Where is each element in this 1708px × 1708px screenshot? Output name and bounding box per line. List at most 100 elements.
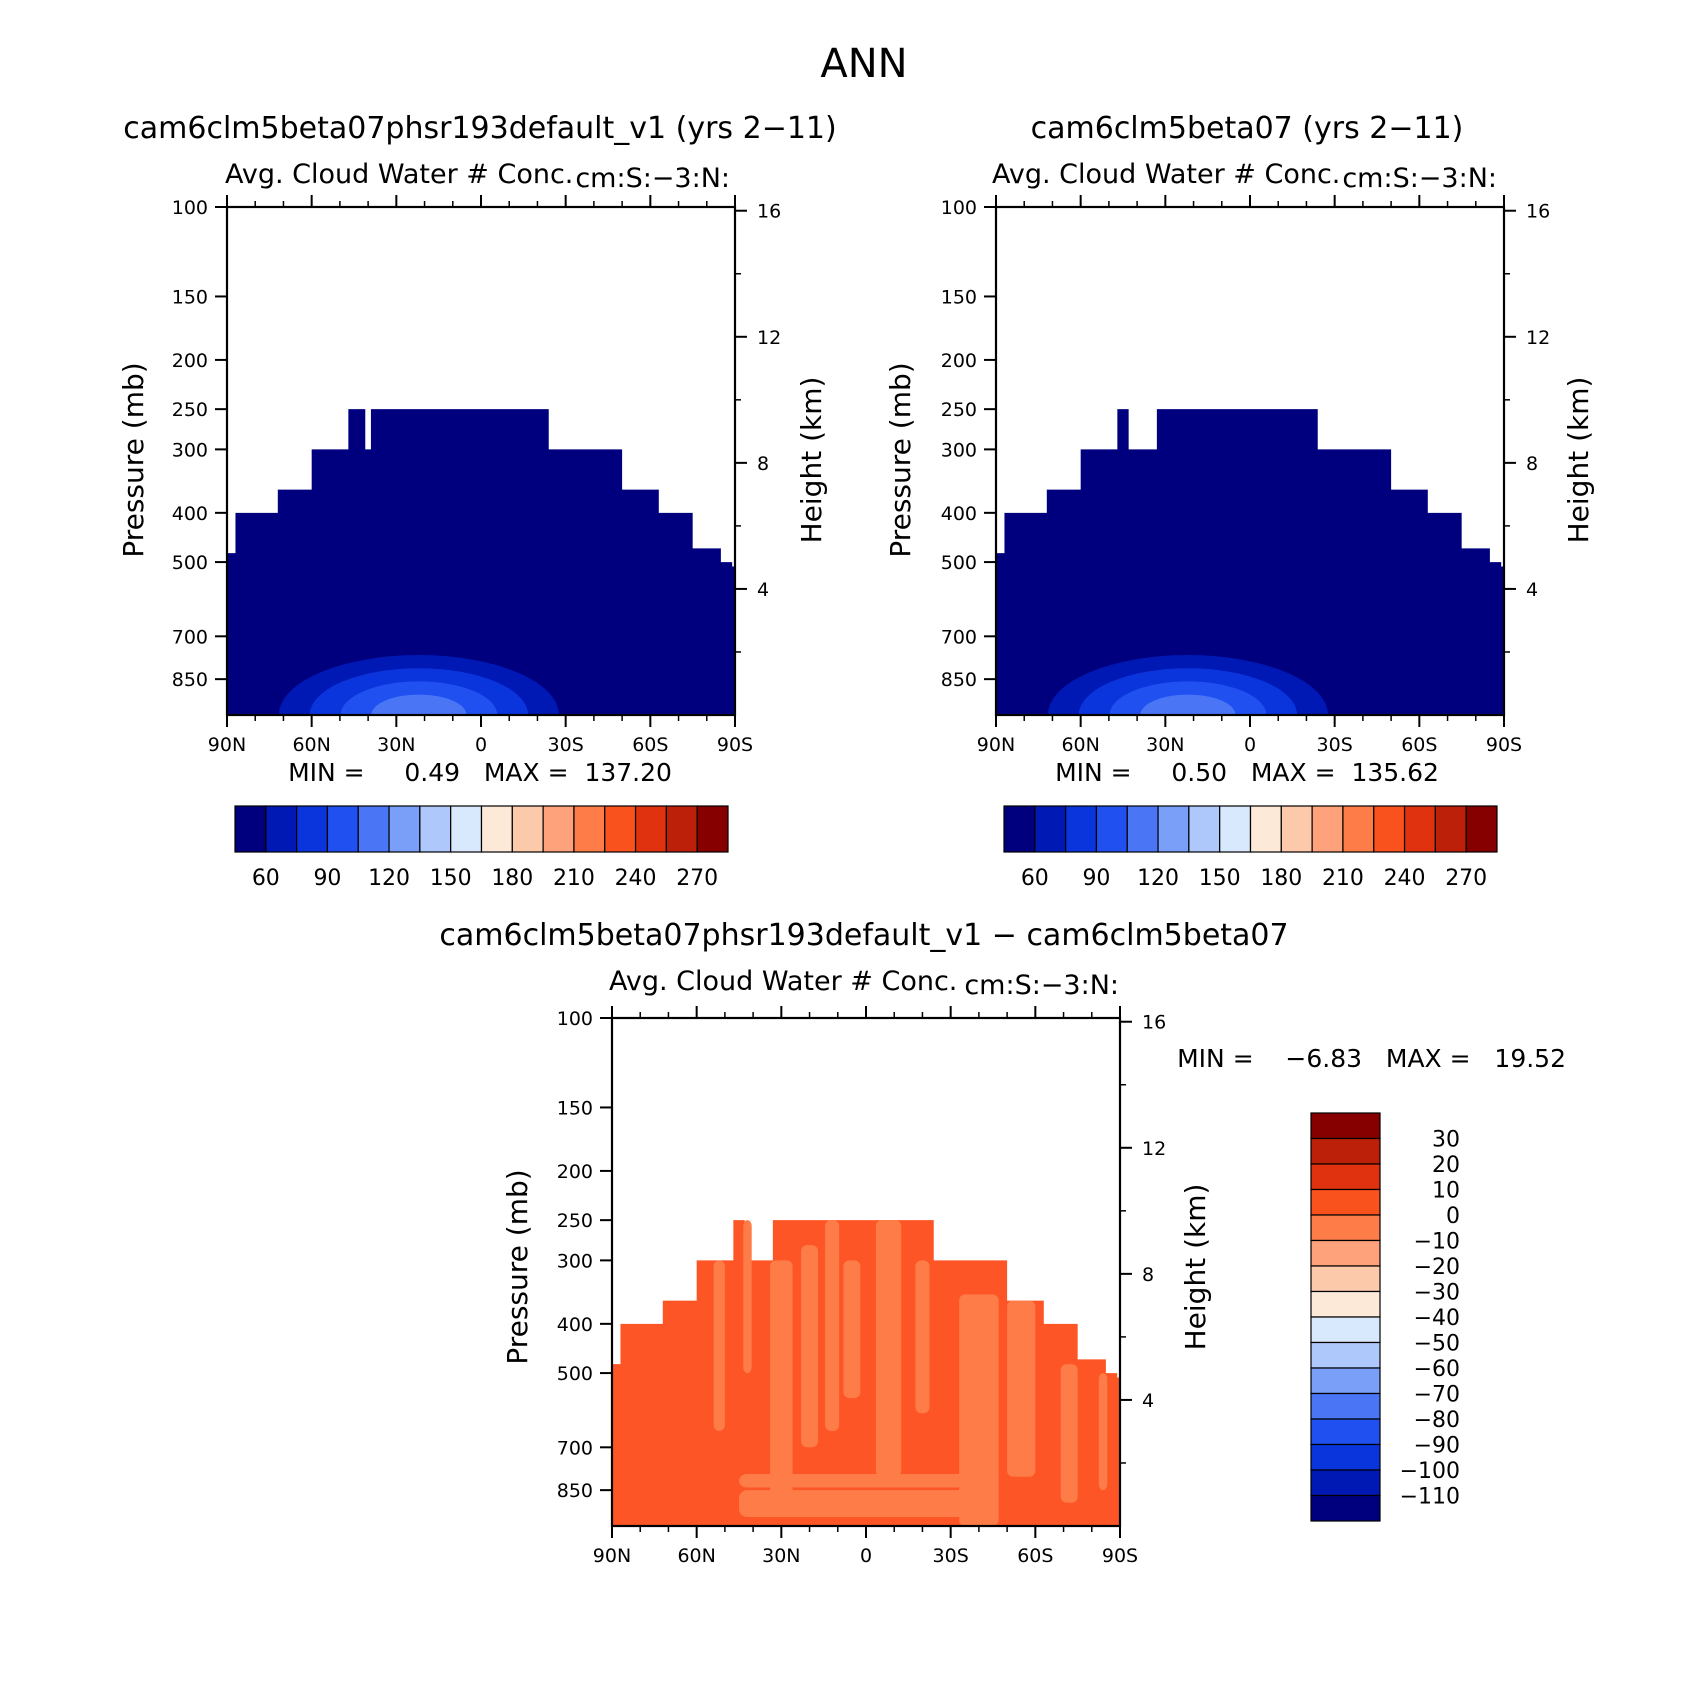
x-tick-label: 0 [1244,734,1256,756]
colorbar-label: 120 [1137,866,1179,891]
panel-subtitle: Avg. Cloud Water # Conc. [992,159,1340,190]
y-tick-label: 850 [941,669,977,691]
colorbar-swatch [665,805,698,853]
y-tick-label: 400 [941,503,977,525]
colorbar-label: −20 [1414,1255,1460,1280]
colorbar-swatch [1280,805,1313,853]
y-tick-label: 200 [941,350,977,372]
y2-tick-label: 4 [757,579,769,601]
y-tick-label: 850 [172,669,208,691]
panel-model-b: cam6clm5beta07 (yrs 2−11) Avg. Cloud Wat… [884,111,1595,787]
diff-contour-patch [915,1260,930,1414]
y-tick-label: 300 [172,439,208,461]
y2-tick-label: 4 [1142,1390,1154,1412]
colorbar-swatch [1095,805,1128,853]
colorbar-swatch [1310,1112,1381,1140]
page-title: ANN [820,41,907,87]
colorbar-swatch [1310,1316,1381,1344]
colorbar-label: 180 [1260,866,1302,891]
y-axis-label: Pressure (mb) [884,362,917,557]
diff-contour-patch [770,1260,793,1503]
colorbar-swatch [1310,1418,1381,1446]
data-field [227,409,735,715]
colorbar-label: 90 [313,866,341,891]
y2-tick-label: 12 [757,327,781,349]
x-tick-label: 60S [632,734,668,756]
panel-title: cam6clm5beta07phsr193default_v1 − cam6cl… [439,918,1288,953]
y-tick-label: 200 [172,350,208,372]
colorbar-swatch [573,805,606,853]
panel-model-a: cam6clm5beta07phsr193default_v1 (yrs 2−1… [117,111,837,787]
diff-contour-patch [959,1294,999,1526]
colorbar-swatch [1342,805,1375,853]
diff-contour-patch [739,1490,979,1517]
y-tick-label: 500 [557,1363,593,1385]
y-axis-label: Pressure (mb) [117,362,150,557]
colorbar-swatch [1310,1265,1381,1293]
diff-contour-patch [1007,1300,1036,1477]
colorbar-label: −70 [1414,1383,1460,1408]
panel-units: cm:S:−3:N: [575,163,730,194]
colorbar-swatch [1434,805,1467,853]
y2-tick-label: 16 [1142,1012,1166,1034]
y-tick-label: 100 [941,197,977,219]
y2-tick-label: 12 [1526,327,1550,349]
colorbar-swatch [1310,1137,1381,1165]
colorbar-label: 60 [1021,866,1049,891]
y-tick-label: 150 [941,286,977,308]
colorbar-swatch [1310,1214,1381,1242]
colorbar-label: −90 [1414,1434,1460,1459]
diff-contour-patch [713,1260,725,1431]
y-tick-label: 250 [941,399,977,421]
colorbar-swatch [1310,1163,1381,1191]
colorbar-swatch [357,805,390,853]
colorbar-swatch [296,805,329,853]
panel-subtitle: Avg. Cloud Water # Conc. [225,159,573,190]
panel-difference: cam6clm5beta07phsr193default_v1 − cam6cl… [439,918,1566,1365]
low-level-contour [1140,694,1236,715]
diff-contour-patch [825,1220,840,1431]
x-tick-label: 30N [377,734,415,756]
colorbar-label: 90 [1082,866,1110,891]
min-max-stats: MIN = 0.50 MAX = 135.62 [1055,758,1439,787]
panel-title: cam6clm5beta07 (yrs 2−11) [1031,111,1464,146]
colorbar-swatch [388,805,421,853]
colorbar-swatch [1465,805,1498,853]
colorbar-label: 120 [368,866,410,891]
panel-title: cam6clm5beta07phsr193default_v1 (yrs 2−1… [123,111,836,146]
x-tick-label: 30N [1146,734,1184,756]
data-field [996,409,1504,715]
x-tick-label: 60S [1401,734,1437,756]
colorbar-label: −10 [1414,1230,1460,1255]
colorbar-label: 270 [1445,866,1487,891]
y-tick-label: 700 [172,626,208,648]
colorbar-swatch [1310,1392,1381,1420]
diff-contour-patch [1060,1364,1078,1503]
y2-tick-label: 16 [757,201,781,223]
colorbar-label: 240 [615,866,657,891]
colorbar-swatch [1310,1239,1381,1267]
x-tick-label: 30N [762,1545,800,1567]
colorbar-swatch [234,805,267,853]
colorbar-swatch [634,805,667,853]
x-tick-label: 60N [292,734,330,756]
y2-tick-label: 8 [1142,1264,1154,1286]
y-tick-label: 100 [557,1008,593,1030]
x-tick-label: 90S [1486,734,1522,756]
colorbar-swatch [604,805,637,853]
min-max-stats: MIN = 0.49 MAX = 137.20 [288,758,672,787]
colorbar-swatch [1249,805,1282,853]
y-tick-label: 500 [941,552,977,574]
data-gap [1128,408,1157,450]
y2-tick-label: 4 [1526,579,1538,601]
diff-contour-patch [743,1220,752,1374]
y2-axis-label: Height (km) [1179,1184,1212,1351]
colorbar-swatch [1310,1469,1381,1497]
colorbar: 60 90 120 150 180 210 240 270 [234,805,729,891]
y-tick-label: 150 [557,1097,593,1119]
